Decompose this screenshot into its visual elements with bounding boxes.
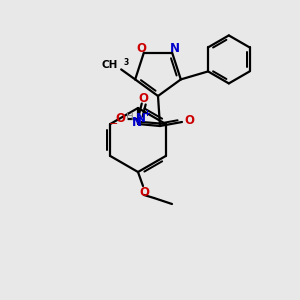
Text: O: O	[139, 92, 149, 104]
Text: N: N	[136, 112, 146, 125]
Text: O: O	[139, 185, 149, 199]
Text: +: +	[143, 110, 150, 118]
Text: 3: 3	[123, 58, 128, 68]
Text: O: O	[184, 115, 194, 128]
Text: N: N	[170, 42, 180, 55]
Text: N: N	[132, 116, 142, 130]
Text: H: H	[126, 112, 134, 122]
Text: CH: CH	[102, 60, 118, 70]
Text: −: −	[109, 119, 118, 129]
Text: O: O	[136, 42, 146, 55]
Text: O: O	[116, 112, 126, 125]
